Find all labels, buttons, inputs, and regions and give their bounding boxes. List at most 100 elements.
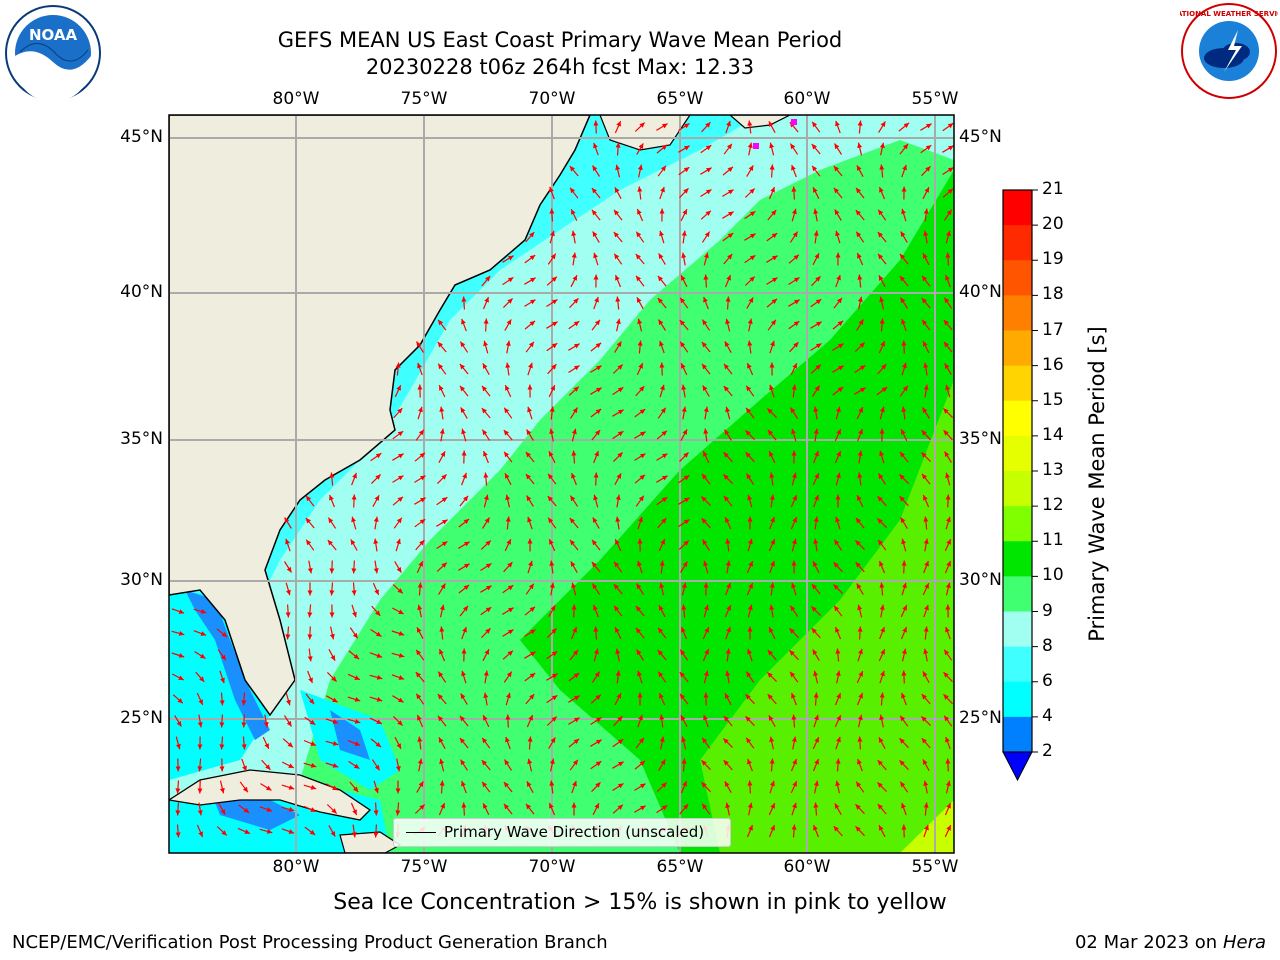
- wave-arrow-head: [573, 650, 579, 656]
- wave-arrow-head: [306, 495, 312, 502]
- colorbar-tick-label: 11: [1042, 530, 1064, 551]
- wave-arrow-head: [197, 744, 203, 750]
- wave-arrow-head: [923, 230, 929, 236]
- wave-arrow-head: [769, 736, 775, 743]
- wave-arrow-head: [439, 428, 445, 434]
- wave-arrow-head: [878, 275, 884, 281]
- wave-arrow-head: [682, 781, 687, 787]
- wave-arrow-head: [549, 451, 554, 457]
- wave-arrow-head: [636, 583, 642, 590]
- wave-arrow-head: [310, 807, 316, 812]
- wave-arrow-head: [945, 472, 950, 479]
- wave-arrow-head: [398, 697, 404, 703]
- wave-arrow-head: [593, 252, 598, 259]
- colorbar-segment: [1003, 260, 1032, 296]
- colorbar-segment: [1003, 506, 1032, 542]
- wave-arrow-head: [769, 472, 775, 478]
- wave-arrow-head: [548, 473, 554, 480]
- wave-arrow-head: [836, 274, 841, 281]
- wave-arrow-head: [747, 626, 753, 632]
- wave-arrow-head: [877, 232, 883, 238]
- wave-arrow-head: [569, 166, 575, 172]
- wave-arrow-head: [614, 187, 620, 193]
- wave-arrow-head: [684, 497, 690, 503]
- wave-arrow-head: [661, 497, 668, 503]
- wave-arrow-head: [485, 563, 492, 569]
- wave-arrow-head: [573, 321, 580, 327]
- wave-arrow-head: [724, 495, 729, 502]
- wave-arrow-head: [615, 670, 621, 676]
- wave-arrow-head: [880, 406, 885, 413]
- wave-arrow-head: [946, 209, 952, 216]
- colorbar-tick-label: 10: [1042, 565, 1064, 586]
- wave-arrow-head: [945, 384, 950, 391]
- wave-arrow-head: [858, 693, 863, 699]
- wave-arrow-head: [175, 810, 181, 816]
- wave-arrow-head: [835, 758, 841, 764]
- wave-arrow-head: [770, 780, 775, 787]
- wave-arrow-head: [398, 453, 404, 459]
- wave-arrow-head: [527, 736, 533, 742]
- wave-arrow-head: [617, 387, 624, 393]
- wave-arrow-head: [726, 275, 731, 281]
- wave-arrow-head: [329, 495, 334, 501]
- wave-arrow-head: [724, 781, 730, 787]
- x-tick-bottom: 80°W: [272, 857, 320, 877]
- wave-arrow-head: [549, 758, 555, 765]
- colorbar-tick-label: 9: [1042, 600, 1053, 621]
- wave-arrow-head: [725, 517, 730, 523]
- wave-arrow-head: [838, 365, 844, 371]
- colorbar-segment: [1003, 400, 1032, 437]
- wave-arrow-head: [880, 627, 885, 633]
- wave-arrow-head: [747, 604, 753, 611]
- wave-arrow-head: [265, 764, 271, 770]
- wave-arrow-head: [486, 585, 492, 591]
- wave-arrow-head: [901, 406, 907, 412]
- wave-arrow-head: [683, 167, 690, 173]
- wave-arrow-head: [748, 538, 753, 545]
- y-tick-right: 45°N: [959, 127, 1002, 147]
- wave-arrow-head: [307, 590, 313, 596]
- wave-arrow-head: [615, 142, 621, 148]
- wave-arrow-head: [901, 186, 907, 192]
- wave-arrow-head: [637, 186, 643, 192]
- wave-arrow-head: [463, 519, 470, 524]
- wave-arrow-head: [460, 693, 466, 699]
- wave-arrow-head: [683, 804, 689, 810]
- wave-arrow-head: [769, 164, 775, 170]
- wave-arrow-head: [595, 782, 601, 788]
- wave-arrow-head: [375, 742, 381, 748]
- wave-arrow-head: [922, 407, 928, 414]
- wave-arrow-head: [570, 187, 576, 194]
- wave-arrow-head: [837, 387, 844, 393]
- wave-arrow-head: [200, 609, 207, 614]
- wave-arrow-head: [748, 583, 753, 589]
- wave-arrow-head: [397, 408, 403, 414]
- wave-arrow-head: [571, 252, 577, 258]
- wave-arrow-head: [332, 763, 339, 768]
- wave-arrow-head: [353, 654, 360, 660]
- wave-arrow-head: [879, 714, 885, 721]
- wave-arrow-head: [921, 452, 927, 458]
- wave-arrow-head: [332, 719, 339, 724]
- wave-arrow-head: [701, 342, 707, 348]
- colorbar-tick-label: 13: [1042, 460, 1064, 480]
- wave-arrow-head: [661, 805, 668, 811]
- wave-arrow-head: [639, 122, 645, 128]
- wave-arrow-head: [944, 649, 950, 656]
- wave-arrow-head: [438, 715, 444, 722]
- wave-arrow-head: [813, 187, 818, 193]
- wave-arrow-head: [881, 364, 887, 370]
- wave-arrow-head: [374, 764, 380, 771]
- wave-arrow-head: [879, 450, 884, 457]
- wave-arrow-head: [353, 763, 360, 769]
- wave-arrow-head: [569, 518, 575, 524]
- wave-arrow-head: [660, 759, 666, 765]
- wave-arrow-head: [945, 626, 950, 633]
- wave-arrow-head: [417, 362, 422, 369]
- wave-arrow-head: [747, 142, 753, 148]
- wave-arrow-head: [791, 560, 797, 566]
- wave-arrow-head: [792, 208, 797, 215]
- nws-logo: NATIONAL WEATHER SERVICE: [1180, 2, 1278, 100]
- x-tick-bottom: 65°W: [656, 857, 704, 877]
